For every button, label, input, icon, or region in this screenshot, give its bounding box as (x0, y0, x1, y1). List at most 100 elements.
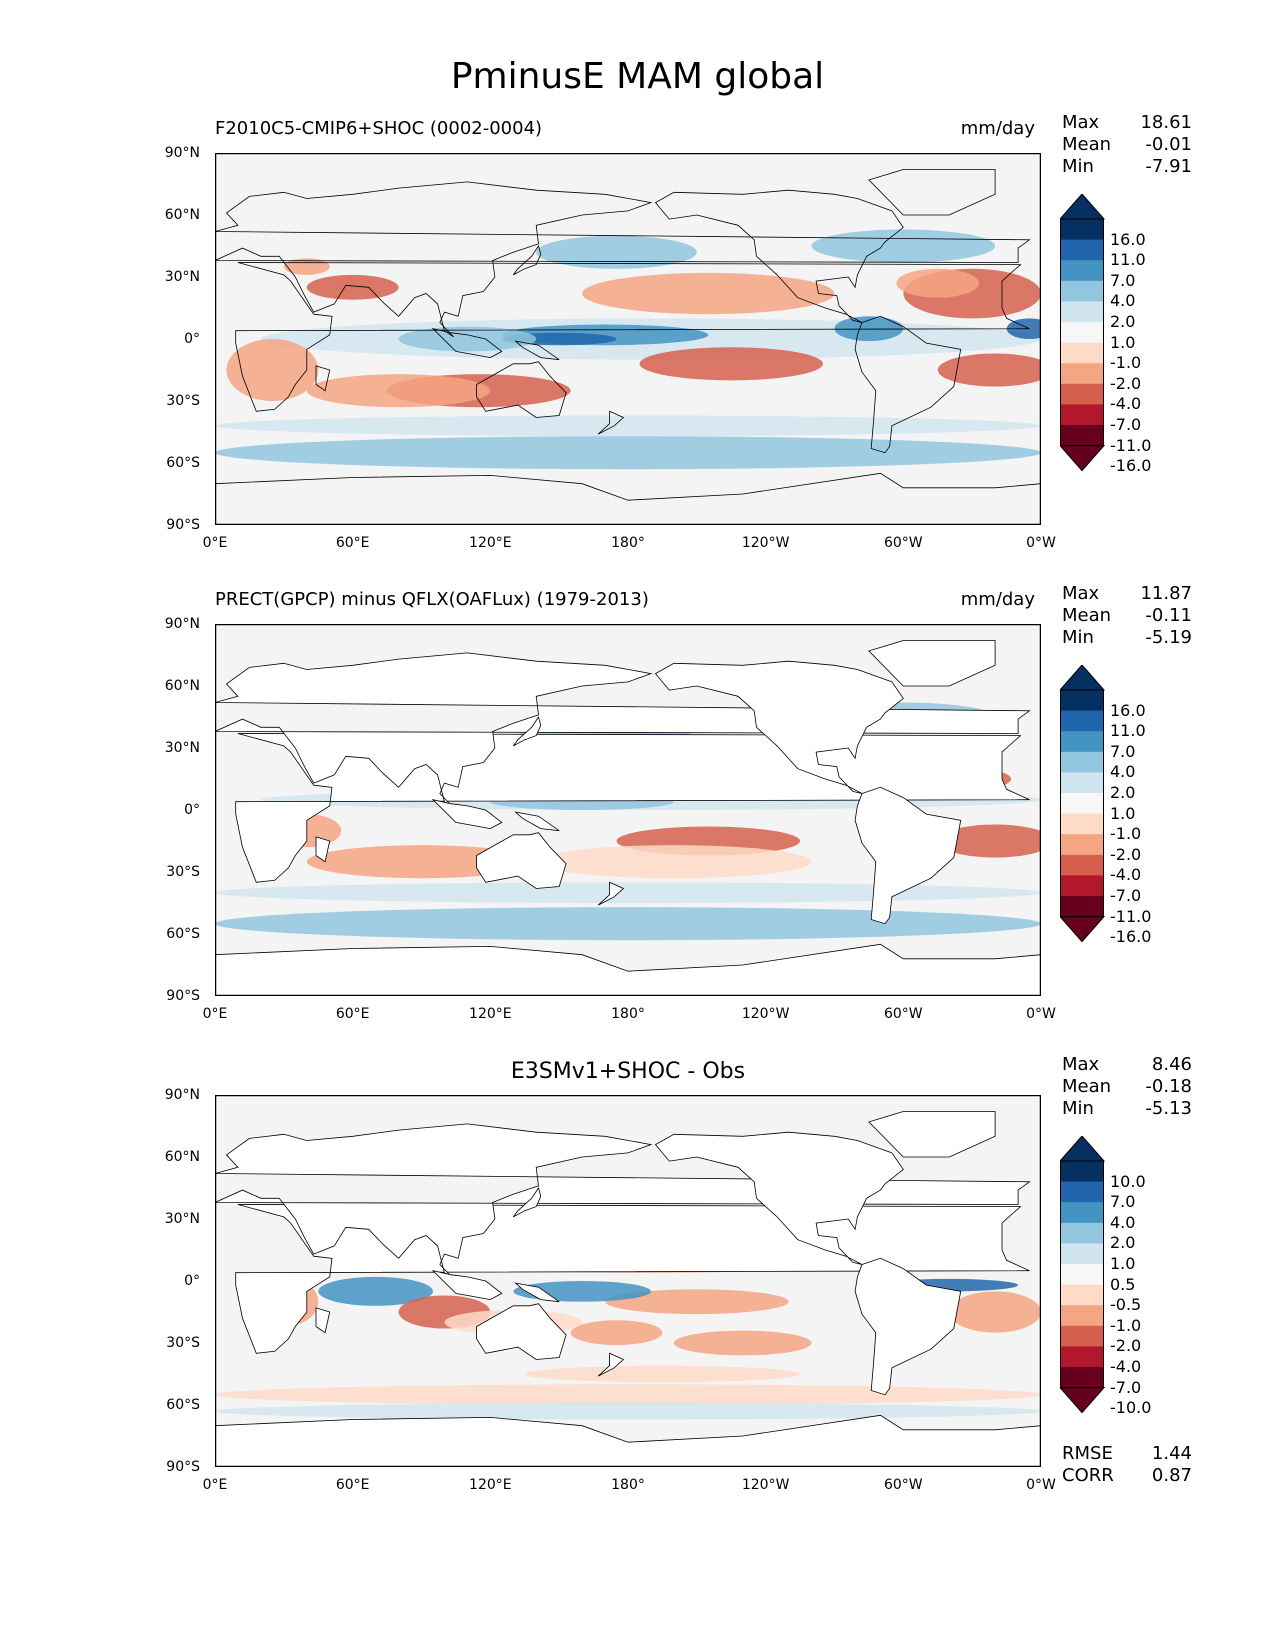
y-tick-label: 60°S (166, 1397, 200, 1413)
colorbar-extend-top (1058, 1135, 1106, 1162)
land-indonesia (431, 799, 503, 830)
x-tick-label: 0°W (1026, 1006, 1056, 1022)
x-tick-label: 60°W (883, 535, 923, 551)
land-africa (235, 262, 1030, 412)
colorbar-extend-top (1058, 664, 1106, 691)
colorbar-tick-label: 7.0 (1110, 741, 1136, 761)
anomaly-region (306, 274, 399, 300)
x-tick-label: 120°W (741, 1477, 790, 1493)
colorbar-tick-label: -1.0 (1110, 353, 1142, 373)
colorbar-frame (1060, 218, 1104, 447)
land-greenland (868, 169, 996, 216)
y-tick-label: 60°S (166, 926, 200, 942)
colorbar-tick-label: 2.0 (1110, 1233, 1136, 1253)
y-tick-label: 30°S (166, 393, 200, 409)
max-label: Max (1062, 112, 1100, 133)
panel-model: F2010C5-CMIP6+SHOC (0002-0004) mm/day Ma… (0, 112, 1275, 552)
y-tick-label: 30°N (164, 740, 200, 756)
colorbar-segment (1060, 342, 1104, 364)
colorbar-tick-label: -4.0 (1110, 1357, 1142, 1376)
x-tick-label: 120°E (469, 535, 512, 551)
y-tick-label: 90°S (166, 1459, 200, 1475)
land-japan (512, 1187, 542, 1218)
x-tick-label: 0°W (1026, 535, 1056, 551)
map-plot (215, 624, 1041, 996)
y-tick-label: 60°N (164, 207, 200, 223)
y-tick-label: 90°N (164, 616, 200, 632)
mean-label: Mean (1062, 1076, 1112, 1097)
colorbar-segment (1060, 690, 1104, 712)
colorbar-tick-label: 0.5 (1110, 1274, 1136, 1294)
land-greenland (868, 640, 996, 687)
colorbar-tick-label: 7.0 (1110, 270, 1136, 290)
y-tick-label: 60°N (164, 1149, 200, 1165)
colorbar-segment (1060, 219, 1104, 241)
land-eurasia (215, 652, 1031, 809)
rmse-corr-box: RMSE 1.44 CORR 0.87 (1062, 1443, 1192, 1487)
colorbar-segment (1060, 710, 1104, 732)
y-tick-label: 0° (184, 1273, 200, 1289)
land-australia (476, 832, 567, 889)
rmse-label: RMSE (1062, 1443, 1113, 1464)
colorbar-tick-label: -4.0 (1110, 394, 1142, 414)
anomaly-region (306, 374, 491, 408)
land-madagascar (315, 1307, 331, 1334)
max-label: Max (1062, 1054, 1100, 1075)
colorbar-tick-label: 10.0 (1110, 1171, 1146, 1191)
anomaly-region (215, 436, 1041, 470)
panel-obs: PRECT(GPCP) minus QFLX(OAFLux) (1979-201… (0, 583, 1275, 1023)
anomaly-region (536, 845, 812, 879)
x-tick-label: 120°W (741, 535, 790, 551)
min-value: -5.19 (1145, 627, 1192, 648)
min-label: Min (1062, 1098, 1094, 1119)
land-antarctica (215, 943, 1041, 996)
min-value: -7.91 (1145, 156, 1192, 177)
land-south-america (854, 1257, 962, 1396)
colorbar-segment (1060, 301, 1104, 323)
y-tick-label: 30°S (166, 1335, 200, 1351)
colorbar-segment (1060, 1202, 1104, 1224)
mean-label: Mean (1062, 134, 1112, 155)
land-north-america (654, 660, 904, 794)
y-tick-label: 60°S (166, 455, 200, 471)
map-frame (215, 1095, 1041, 1467)
max-value: 11.87 (1140, 583, 1192, 604)
colorbar: 10.0 7.0 4.0 2.0 1.0 0.5 -0.5 -1.0 -2.0 -4.0 -7.0-… (1058, 1135, 1180, 1436)
x-tick-label: 60°E (335, 1477, 370, 1493)
anomaly-region (215, 415, 1041, 437)
colorbar-tick-label: -16.0 (1110, 456, 1152, 476)
map-plot (215, 153, 1041, 525)
colorbar-segment (1060, 793, 1104, 815)
x-tick-label: 60°E (335, 535, 370, 551)
land-indonesia (431, 328, 503, 359)
x-tick-label: 60°E (335, 1006, 370, 1022)
land-antarctica (215, 472, 1041, 525)
land-japan (512, 716, 542, 747)
units-label: mm/day (960, 118, 1035, 139)
colorbar-extend-top (1058, 193, 1106, 220)
anomaly-region (937, 353, 1041, 387)
stats-box: Max 18.61 Mean -0.01 Min -7.91 (1062, 112, 1192, 178)
stats-box: Max 8.46 Mean -0.18 Min -5.13 (1062, 1054, 1192, 1120)
mean-value: -0.01 (1145, 134, 1192, 155)
colorbar-segment (1060, 280, 1104, 302)
colorbar-frame (1060, 1160, 1104, 1389)
colorbar-graphic (1058, 664, 1106, 943)
land-new-guinea (514, 811, 560, 832)
colorbar-extend-bottom (1058, 1387, 1106, 1414)
colorbar-tick-label: 16.0 (1110, 700, 1146, 720)
anomaly-region (570, 1320, 663, 1346)
anomaly-region (524, 1365, 801, 1383)
colorbar-segment (1060, 1367, 1104, 1389)
x-tick-label: 60°W (883, 1006, 923, 1022)
map-plot (215, 1095, 1041, 1467)
x-tick-label: 0°W (1026, 1477, 1056, 1493)
colorbar-segment (1060, 1284, 1104, 1306)
land-australia (476, 1303, 567, 1360)
colorbar: 16.0 11.0 7.0 4.0 2.0 1.0 -1.0 -2.0 -4.0 -7.0 -11.… (1058, 664, 1180, 965)
colorbar-segment (1060, 260, 1104, 282)
x-tick-label: 180° (611, 1477, 645, 1493)
anomaly-region (811, 229, 996, 263)
colorbar-tick-label: -2.0 (1110, 1336, 1142, 1356)
x-tick-label: 120°E (469, 1006, 512, 1022)
